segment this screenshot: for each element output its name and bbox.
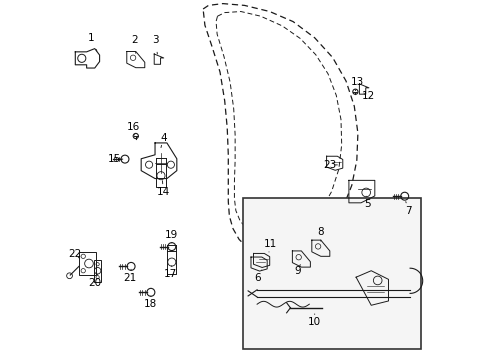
- Text: 9: 9: [294, 265, 301, 276]
- Text: 7: 7: [405, 202, 411, 216]
- Text: 20: 20: [88, 274, 102, 288]
- Text: 10: 10: [307, 314, 321, 327]
- Text: 6: 6: [253, 270, 261, 283]
- Bar: [79, 252, 96, 275]
- Text: 1: 1: [88, 33, 97, 51]
- Text: 21: 21: [123, 269, 136, 283]
- Text: 14: 14: [157, 181, 170, 197]
- Text: 12: 12: [361, 91, 375, 102]
- Text: 8: 8: [317, 227, 324, 241]
- Text: 16: 16: [127, 122, 140, 135]
- Text: 5: 5: [364, 196, 370, 210]
- Text: 13: 13: [350, 77, 364, 91]
- Text: 18: 18: [143, 296, 157, 309]
- Text: 4: 4: [160, 132, 166, 148]
- Text: 2: 2: [131, 35, 138, 53]
- Text: 23: 23: [323, 160, 337, 170]
- Text: 17: 17: [164, 266, 177, 279]
- Bar: [94, 260, 101, 282]
- Text: 15: 15: [107, 154, 122, 164]
- Text: 22: 22: [68, 249, 82, 259]
- Text: 11: 11: [263, 239, 277, 252]
- Text: 19: 19: [165, 230, 178, 243]
- Text: 3: 3: [152, 35, 158, 54]
- Bar: [242, 198, 420, 349]
